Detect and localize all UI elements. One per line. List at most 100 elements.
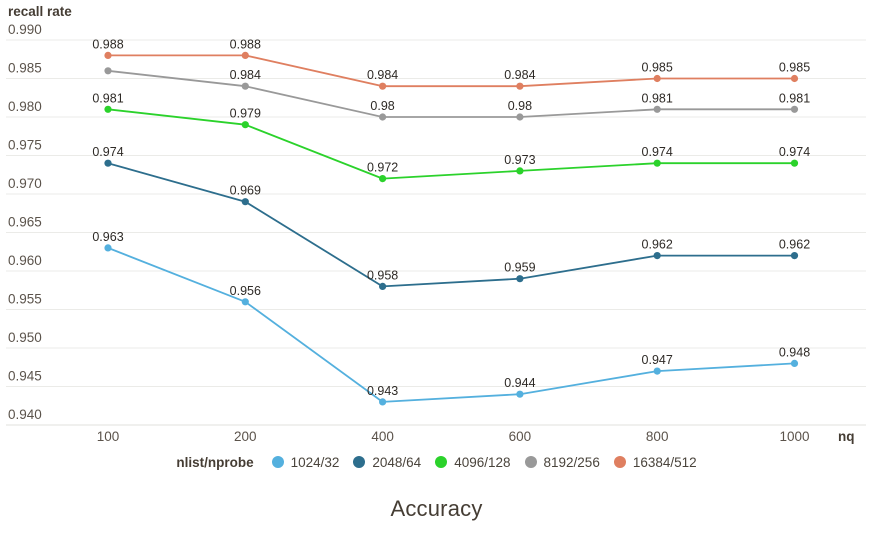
data-point[interactable]: [104, 159, 112, 167]
data-point[interactable]: [104, 244, 112, 252]
chart-area: 0.990 0.985 0.980 0.975 0.970 0.965 0.960 0.955…: [6, 22, 866, 444]
chart-title: Accuracy: [390, 496, 483, 521]
y-tick-label: 0.985: [8, 61, 42, 76]
legend: nlist/nprobe 1024/32 2048/64 4096/128 8192/…: [0, 451, 873, 473]
data-point[interactable]: [653, 367, 661, 375]
series-line-2048/64[interactable]: [107, 162, 795, 288]
y-tick-label: 0.990: [8, 22, 42, 37]
data-point-label: 0.959: [504, 261, 535, 275]
data-point[interactable]: [241, 298, 249, 306]
data-point-label: 0.988: [92, 37, 123, 51]
data-point[interactable]: [241, 82, 249, 90]
y-tick-label: 0.970: [8, 176, 42, 191]
legend-item-label: 8192/256: [543, 454, 600, 470]
data-point[interactable]: [790, 105, 799, 113]
legend-item-label: 4096/128: [454, 454, 511, 470]
y-tick-label: 0.945: [8, 369, 42, 384]
legend-dot-icon: [524, 456, 537, 468]
data-point[interactable]: [653, 159, 661, 167]
series-line-16384/512[interactable]: [108, 54, 795, 88]
data-point-label: 0.984: [230, 68, 261, 82]
data-point-label: 0.979: [230, 107, 261, 121]
data-point-label: 0.973: [504, 153, 535, 167]
data-point-label: 0.962: [779, 238, 810, 252]
data-point-label: 0.981: [642, 91, 673, 105]
data-point[interactable]: [241, 121, 249, 129]
data-point-label: 0.981: [779, 91, 810, 105]
data-point[interactable]: [516, 113, 524, 121]
series-line-8192/256[interactable]: [107, 69, 795, 118]
legend-dot-icon: [613, 456, 626, 468]
legend-item-4096/128[interactable]: 4096/128: [435, 454, 511, 470]
data-point-label: 0.963: [92, 230, 123, 244]
data-point[interactable]: [241, 51, 249, 60]
data-point-label: 0.984: [504, 68, 535, 82]
legend-item-1024/32[interactable]: 1024/32: [271, 454, 340, 470]
data-point[interactable]: [653, 105, 661, 113]
data-point-label: 0.944: [504, 376, 535, 390]
x-tick-label: 100: [97, 429, 120, 444]
data-point-label: 0.974: [92, 145, 123, 159]
x-tick-label: 600: [509, 429, 532, 444]
y-tick-label: 0.950: [8, 330, 42, 345]
data-point[interactable]: [516, 390, 524, 398]
y-tick-label: 0.965: [8, 215, 42, 230]
data-point[interactable]: [790, 159, 799, 167]
data-point-label: 0.948: [779, 345, 810, 359]
x-tick-label: 200: [234, 429, 257, 444]
data-point[interactable]: [653, 74, 661, 83]
data-point[interactable]: [790, 74, 799, 83]
data-point-label: 0.974: [779, 145, 810, 159]
data-point-label: 0.972: [367, 161, 398, 175]
data-point[interactable]: [379, 398, 387, 406]
y-tick-label: 0.940: [8, 407, 42, 422]
y-tick-label: 0.975: [8, 138, 42, 153]
y-axis-title: recall rate: [8, 4, 72, 19]
x-axis-title: nq: [838, 429, 855, 444]
data-point-label: 0.974: [642, 145, 673, 159]
data-point-label: 0.984: [367, 68, 398, 82]
data-point-label: 0.956: [230, 284, 261, 298]
data-point[interactable]: [379, 82, 387, 90]
legend-item-label: 2048/64: [372, 454, 422, 470]
y-tick-label: 0.960: [8, 253, 42, 268]
series-line-4096/128[interactable]: [107, 108, 795, 180]
data-point[interactable]: [379, 282, 387, 290]
data-point[interactable]: [653, 252, 661, 260]
data-point[interactable]: [241, 198, 249, 206]
data-point[interactable]: [790, 252, 799, 260]
data-point[interactable]: [104, 67, 112, 75]
data-point[interactable]: [379, 175, 387, 183]
data-point-label: 0.962: [642, 238, 673, 252]
data-point[interactable]: [379, 113, 387, 121]
legend-item-8192/256[interactable]: 8192/256: [524, 454, 600, 470]
data-point-label: 0.98: [508, 99, 532, 113]
data-point[interactable]: [516, 167, 524, 175]
legend-dot-icon: [435, 456, 448, 468]
data-point-label: 0.981: [92, 91, 123, 105]
data-point-label: 0.958: [367, 268, 398, 282]
x-tick-label: 400: [371, 429, 394, 444]
data-point[interactable]: [516, 82, 524, 90]
legend-item-label: 16384/512: [632, 454, 697, 470]
data-point[interactable]: [790, 359, 799, 367]
legend-items: 1024/32 2048/64 4096/128 8192/256 16384/512: [271, 454, 697, 470]
data-point-label: 0.985: [779, 61, 810, 75]
legend-item-label: 1024/32: [290, 454, 340, 470]
data-point-label: 0.969: [230, 184, 261, 198]
series-line-1024/32[interactable]: [107, 247, 795, 403]
y-tick-label: 0.980: [8, 99, 42, 114]
line-chart: 0.990 0.985 0.980 0.975 0.970 0.965 0.960 0.955…: [6, 22, 866, 444]
x-tick-label: 1000: [779, 429, 809, 444]
y-tick-label: 0.955: [8, 292, 42, 307]
legend-item-16384/512[interactable]: 16384/512: [613, 454, 697, 470]
legend-item-2048/64[interactable]: 2048/64: [353, 455, 421, 470]
x-tick-label: 800: [646, 429, 669, 444]
data-point-label: 0.985: [642, 61, 673, 75]
data-point[interactable]: [104, 105, 112, 113]
data-point[interactable]: [516, 275, 524, 283]
legend-dot-icon: [271, 456, 284, 468]
data-point-label: 0.947: [642, 353, 673, 367]
data-point[interactable]: [104, 51, 112, 60]
data-point-label: 0.988: [230, 37, 261, 51]
